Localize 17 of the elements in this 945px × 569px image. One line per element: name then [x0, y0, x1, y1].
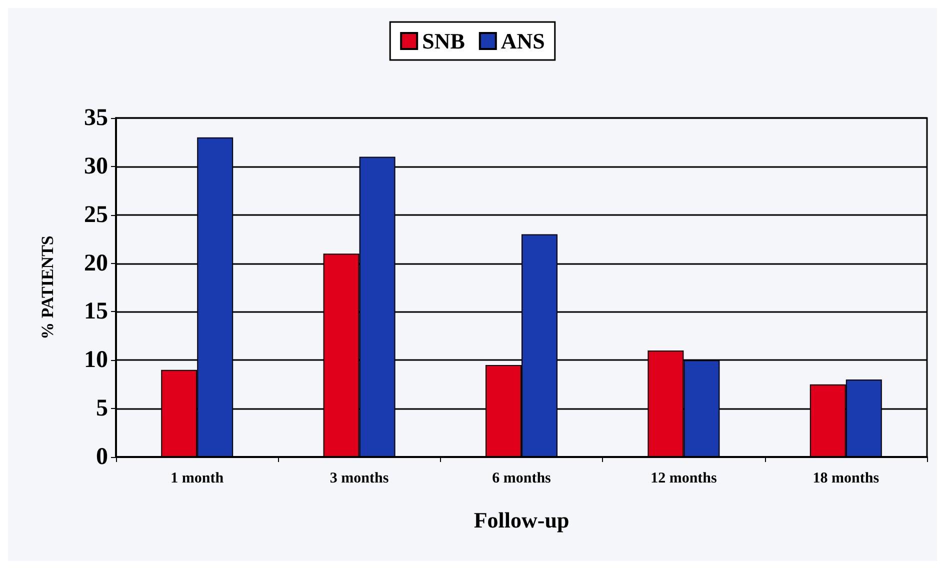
y-tick-label: 35	[84, 105, 108, 131]
x-tick-label: 12 months	[650, 470, 717, 486]
y-tick-label: 30	[84, 153, 108, 180]
legend-label: SNB	[422, 28, 466, 54]
y-tick-label: 20	[84, 250, 108, 276]
y-tick-label: 5	[96, 396, 108, 422]
y-tick-label: 10	[84, 347, 108, 374]
x-tick-label: 3 months	[330, 470, 389, 486]
legend-label: ANS	[500, 28, 545, 54]
x-axis-title: Follow-up	[474, 508, 570, 532]
y-tick-label: 15	[84, 298, 108, 325]
x-tick-label: 1 month	[170, 470, 224, 486]
x-tick-label: 18 months	[812, 470, 880, 486]
y-tick-label: 25	[84, 202, 108, 228]
y-tick-label: 0	[96, 444, 108, 470]
x-tick-label: 6 months	[492, 470, 552, 486]
y-axis-title: % PATIENTS	[38, 236, 57, 340]
